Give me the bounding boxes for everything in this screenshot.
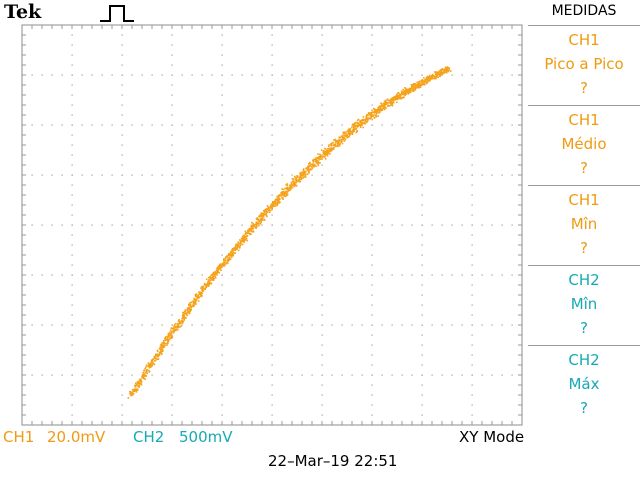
brand-logo: Tek bbox=[4, 1, 42, 23]
menu-separator bbox=[528, 25, 640, 26]
ch1-min-value[interactable]: ? bbox=[580, 239, 588, 257]
ch2-max-channel[interactable]: CH2 bbox=[568, 351, 600, 369]
menu-separator bbox=[528, 105, 640, 106]
ch2-max-measurement[interactable]: Máx bbox=[568, 375, 600, 393]
menu-title: MEDIDAS bbox=[551, 3, 617, 19]
ch2-min-value[interactable]: ? bbox=[580, 319, 588, 337]
menu-separator bbox=[528, 265, 640, 266]
graticule bbox=[21, 24, 523, 426]
ch1-scale: 20.0mV bbox=[47, 428, 106, 446]
menu-separator bbox=[528, 345, 640, 346]
ch2-min-measurement[interactable]: Mîn bbox=[570, 295, 598, 313]
ch1-peak-to-peak-value[interactable]: ? bbox=[580, 79, 588, 97]
ch1-mean-value[interactable]: ? bbox=[580, 159, 588, 177]
ch1-min-channel[interactable]: CH1 bbox=[568, 191, 600, 209]
ch2-min-channel[interactable]: CH2 bbox=[568, 271, 600, 289]
xy-trace bbox=[127, 66, 452, 399]
ch1-mean-channel[interactable]: CH1 bbox=[568, 111, 600, 129]
ch1-label: CH1 bbox=[3, 428, 35, 446]
trigger-edge-icon bbox=[100, 5, 134, 22]
ch1-min-measurement[interactable]: Mîn bbox=[570, 215, 598, 233]
ch2-label: CH2 bbox=[133, 428, 165, 446]
date-time: 22–Mar–19 22:51 bbox=[268, 452, 398, 470]
mode-label: XY Mode bbox=[459, 428, 525, 446]
ch1-peak-to-peak-measurement[interactable]: Pico a Pico bbox=[544, 55, 624, 73]
ch1-peak-to-peak-channel[interactable]: CH1 bbox=[568, 31, 600, 49]
menu-separator bbox=[528, 185, 640, 186]
ch1-mean-measurement[interactable]: Médio bbox=[561, 135, 607, 153]
ch2-scale: 500mV bbox=[179, 428, 233, 446]
ch2-max-value[interactable]: ? bbox=[580, 399, 588, 417]
